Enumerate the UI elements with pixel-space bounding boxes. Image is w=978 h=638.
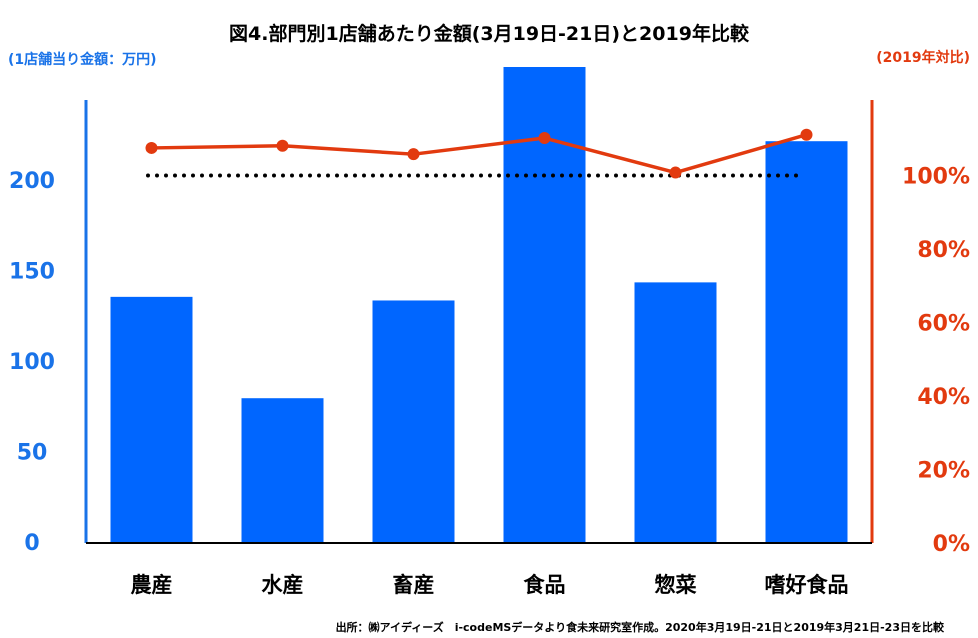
ratio-point-5 [669, 166, 682, 179]
ratio-point-4 [538, 132, 551, 145]
bar-3 [372, 300, 455, 543]
source-note: 出所：㈱アイディーズ i-codeMSデータより食未来研究室作成。2020年3月… [336, 620, 945, 634]
ratio-line [151, 133, 807, 175]
right-tick-label-3: 60% [917, 312, 970, 337]
category-label-4: 食品 [524, 573, 566, 597]
category-label-5: 惣菜 [655, 573, 697, 597]
ratio-point-3 [407, 148, 420, 161]
left-tick-label-4: 200 [9, 169, 55, 194]
left-tick-label-2: 100 [9, 350, 55, 375]
left-tick-label-3: 150 [9, 260, 55, 285]
category-label-3: 畜産 [393, 573, 435, 597]
category-labels: 農産 水産 畜産 食品 惣菜 嗜好食品 [131, 573, 849, 597]
left-axis-ticks: 0 50 100 150 200 [9, 169, 55, 556]
right-axis-unit-label: (2019年対比) [876, 49, 970, 66]
right-tick-label-1: 20% [917, 459, 970, 484]
ratio-point-6 [800, 128, 813, 141]
right-tick-label-2: 40% [917, 385, 970, 410]
bar-2 [241, 398, 324, 543]
right-tick-label-0: 0% [933, 532, 970, 557]
bar-6 [765, 141, 848, 543]
category-label-1: 農産 [131, 573, 173, 597]
bar-1 [110, 296, 193, 543]
category-label-6: 嗜好食品 [765, 573, 849, 597]
right-tick-label-4: 80% [917, 238, 970, 263]
category-label-2: 水産 [262, 573, 304, 597]
left-tick-label-0: 0 [24, 531, 39, 556]
ratio-point-2 [276, 139, 289, 152]
right-tick-label-5: 100% [902, 165, 970, 190]
chart-title: 図4.部門別1店舗あたり金額(3月19日-21日)と2019年比較 [229, 22, 750, 45]
bar-5 [634, 282, 717, 543]
ratio-point-1 [145, 141, 158, 154]
left-axis-unit-label: (1店舗当り金額：万円) [8, 51, 157, 68]
bar-series [110, 67, 848, 543]
right-axis-ticks: 0% 20% 40% 60% 80% 100% [902, 165, 970, 558]
ratio-line-series [145, 128, 813, 179]
left-tick-label-1: 50 [17, 441, 48, 466]
